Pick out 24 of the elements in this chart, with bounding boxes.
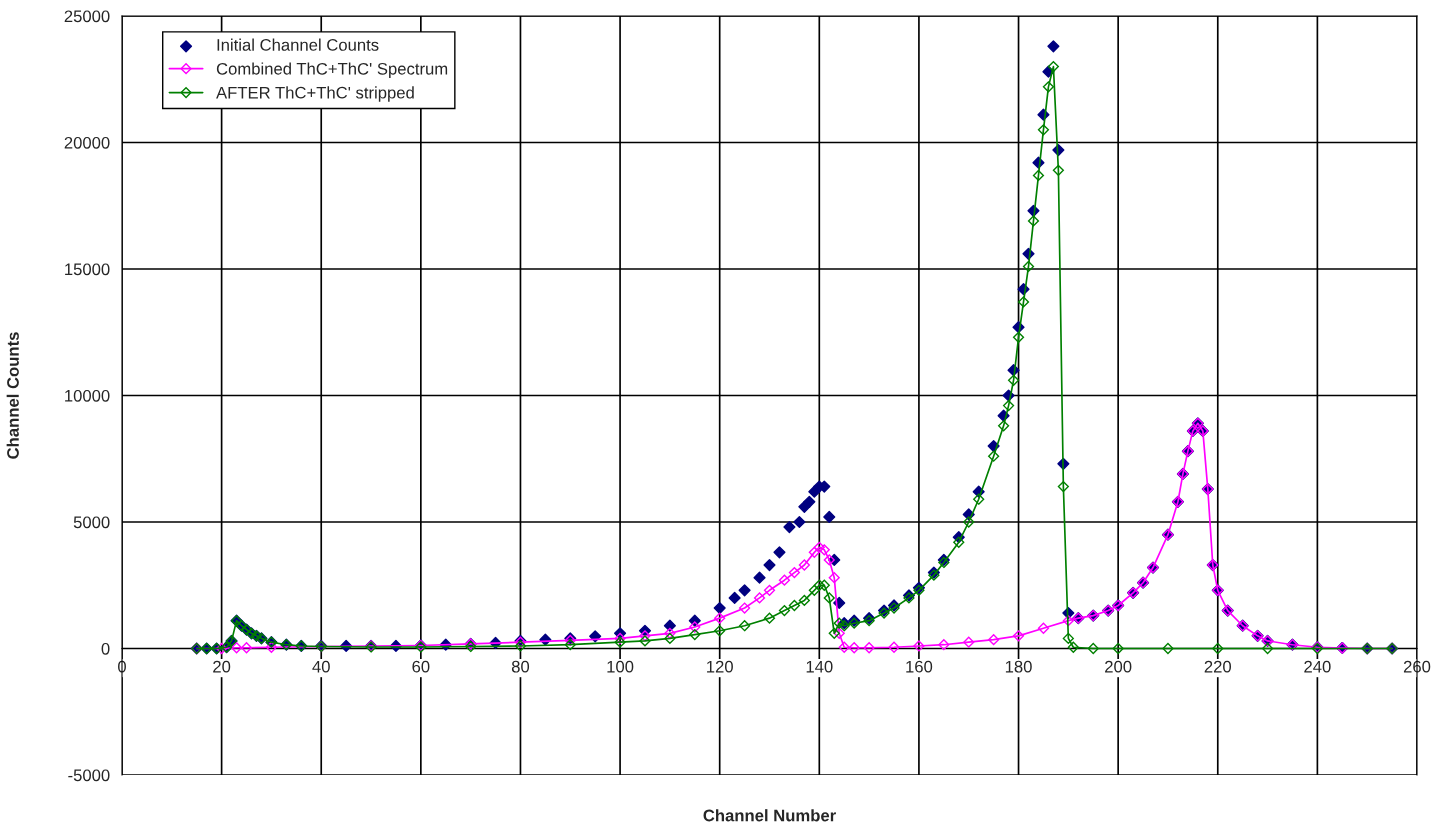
y-tick-label: 5000 [73, 516, 110, 529]
x-tick-label: 160 [906, 660, 933, 673]
y-axis-title: Channel Counts [6, 332, 19, 459]
x-tick-label: 200 [1105, 660, 1132, 673]
y-tick-label: 10000 [65, 389, 110, 402]
x-tick-label: 220 [1204, 660, 1232, 673]
legend-label: Combined ThC+ThC' Spectrum [216, 62, 448, 78]
x-tick-label: 140 [806, 660, 833, 673]
x-tick-label: 40 [312, 660, 330, 673]
x-axis-title: Channel Number [703, 809, 836, 822]
x-tick-label: 180 [1005, 660, 1032, 673]
y-tick-label: -5000 [68, 769, 110, 782]
x-tick-label: 240 [1304, 660, 1331, 673]
y-tick-label: 15000 [65, 263, 110, 276]
legend-label: Initial Channel Counts [217, 38, 379, 51]
y-tick-label: 0 [101, 642, 110, 655]
y-tick-label: 20000 [64, 136, 110, 149]
legend-label: AFTER ThC+ThC' stripped [216, 86, 414, 102]
x-tick-label: 100 [607, 660, 634, 673]
x-tick-label: 20 [213, 660, 231, 673]
x-tick-label: 120 [707, 660, 733, 673]
x-tick-label: 60 [412, 660, 430, 673]
x-tick-label: 80 [511, 660, 530, 673]
y-tick-label: 25000 [64, 10, 110, 23]
